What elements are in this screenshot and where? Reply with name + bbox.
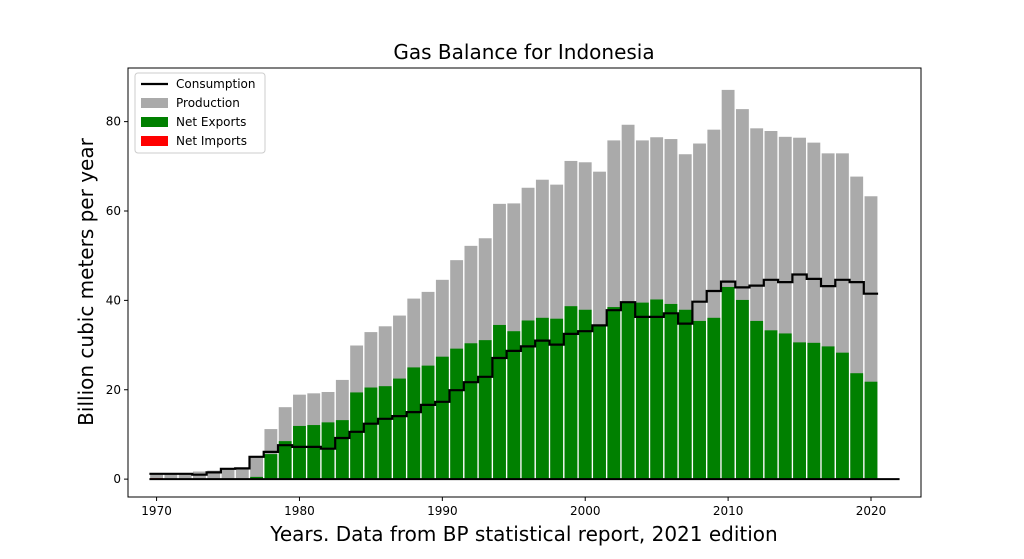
net-exports-bar [721, 286, 735, 480]
x-tick-label: 1980 [284, 504, 315, 518]
production-bar [150, 474, 164, 480]
net-exports-bar [850, 373, 864, 480]
net-exports-bar [307, 425, 321, 480]
plot-frame [127, 67, 922, 498]
production-bar [164, 474, 178, 480]
net-exports-bar [664, 303, 678, 480]
y-tick-label: 20 [106, 383, 121, 397]
net-exports-bar [835, 352, 849, 480]
net-exports-bar [764, 330, 778, 480]
legend-label: Net Imports [176, 134, 247, 148]
y-tick-label: 80 [106, 115, 121, 129]
production-bar [207, 470, 221, 480]
net-exports-bar [750, 320, 764, 480]
x-tick-label: 1990 [427, 504, 458, 518]
legend-label: Production [176, 96, 240, 110]
net-exports-bar [793, 342, 806, 480]
legend-swatch-net-exports [141, 117, 168, 127]
production-bar [221, 468, 235, 480]
net-exports-bar [678, 309, 692, 480]
net-exports-bar [350, 392, 364, 480]
y-tick-label: 40 [106, 293, 121, 307]
production-bar [178, 473, 192, 480]
bars-layer [150, 89, 878, 480]
legend-box [134, 72, 266, 154]
net-exports-bar [250, 476, 264, 480]
net-exports-bar [778, 333, 792, 480]
x-tick-label: 2000 [570, 504, 601, 518]
net-exports-bar [564, 306, 578, 480]
net-exports-bar [264, 454, 278, 480]
y-tick-label: 60 [106, 204, 121, 218]
lines-layer [149, 273, 900, 481]
y-axis-ticks: 0 20 40 60 80 [106, 115, 128, 486]
net-exports-bar [578, 309, 592, 480]
x-tick-label: 1970 [141, 504, 172, 518]
net-exports-bar [450, 348, 464, 480]
net-exports-bar [593, 324, 606, 480]
legend-label: Consumption [176, 77, 255, 91]
net-exports-bar [364, 387, 378, 480]
net-exports-bar [621, 301, 635, 480]
x-tick-label: 2020 [856, 504, 887, 518]
net-exports-bar [635, 302, 649, 480]
x-tick-label: 2010 [713, 504, 744, 518]
net-exports-bar [335, 420, 349, 480]
net-exports-bar [650, 299, 664, 480]
net-exports-bar [435, 356, 449, 480]
legend-swatch-production [141, 98, 168, 108]
net-exports-bar [378, 386, 392, 480]
chart-title: Gas Balance for Indonesia [393, 40, 654, 64]
legend-label: Net Exports [176, 115, 246, 129]
net-exports-bar [807, 342, 821, 480]
production-bar [250, 455, 264, 480]
net-exports-bar [278, 441, 292, 480]
net-exports-bar [693, 320, 706, 480]
net-exports-bar [493, 324, 506, 480]
net-exports-bar [535, 317, 549, 480]
production-bar [235, 468, 249, 480]
legend: Consumption Production Net Exports Net Impo… [134, 72, 266, 154]
net-exports-bar [507, 331, 521, 480]
x-axis-label: Years. Data from BP statistical report, … [269, 522, 777, 546]
net-exports-bar [321, 422, 335, 480]
net-exports-bar [864, 381, 878, 480]
net-exports-bar [478, 340, 492, 480]
net-exports-bar [550, 318, 564, 480]
net-exports-bar [607, 307, 621, 480]
net-exports-bar [421, 365, 435, 480]
net-exports-bar [521, 320, 535, 480]
net-exports-bar [393, 378, 406, 480]
y-axis-label: Billion cubic meters per year [74, 137, 98, 425]
net-exports-bar [407, 367, 421, 480]
y-tick-label: 0 [113, 472, 121, 486]
legend-swatch-net-imports [141, 136, 168, 146]
consumption-line [149, 273, 879, 476]
net-exports-bar [464, 343, 478, 480]
net-exports-bar [735, 299, 749, 480]
net-exports-bar [707, 317, 721, 480]
net-exports-bar [293, 425, 306, 480]
x-axis-ticks: 1970 1980 1990 2000 2010 2020 [141, 497, 886, 518]
net-exports-bar [821, 346, 835, 480]
